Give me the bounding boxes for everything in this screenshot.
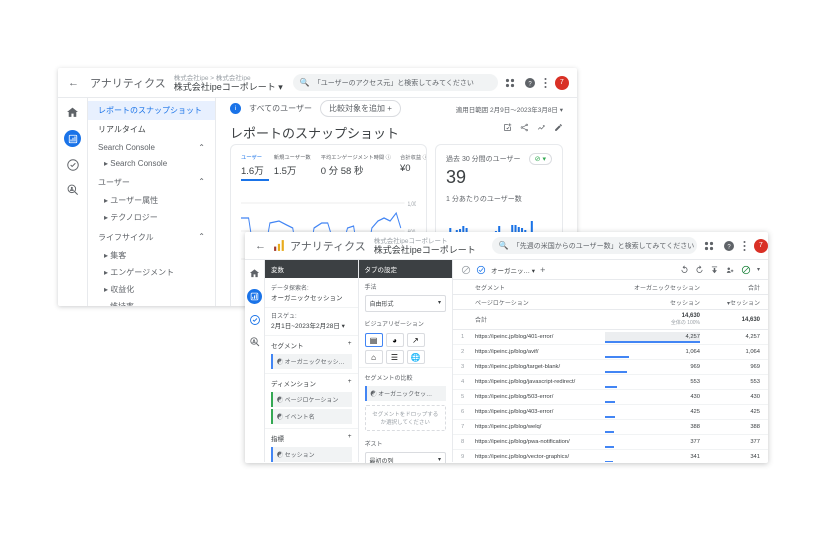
svg-text:1,000: 1,000	[408, 201, 416, 208]
